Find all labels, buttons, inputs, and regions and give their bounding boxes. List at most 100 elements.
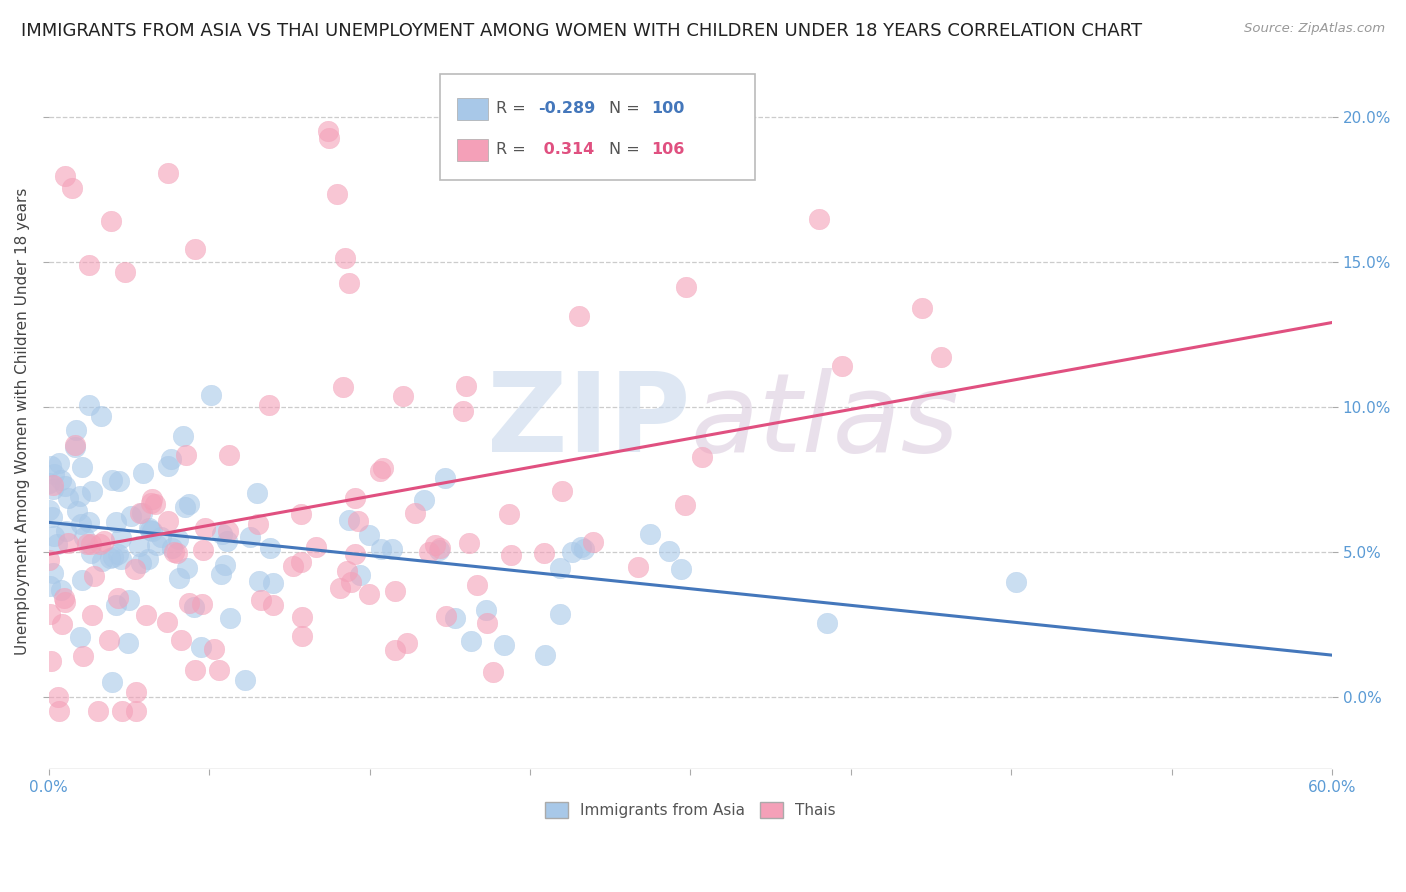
Point <box>247 574 270 589</box>
Point <box>214 558 236 572</box>
Text: ZIP: ZIP <box>486 368 690 475</box>
Point <box>370 542 392 557</box>
Point <box>215 533 238 548</box>
Point <box>477 615 499 630</box>
Point <box>101 549 124 564</box>
Point <box>291 610 314 624</box>
Point <box>290 555 312 569</box>
Point <box>101 675 124 690</box>
Text: -0.289: -0.289 <box>538 101 596 116</box>
Point <box>582 534 605 549</box>
Point <box>194 521 217 535</box>
Point <box>48 456 70 470</box>
Point <box>465 578 488 592</box>
Point <box>60 181 83 195</box>
Point <box>259 398 281 412</box>
Point <box>395 636 418 650</box>
Point <box>77 515 100 529</box>
Point <box>233 673 256 688</box>
Point <box>111 704 134 718</box>
Point <box>70 459 93 474</box>
Legend: Immigrants from Asia, Thais: Immigrants from Asia, Thais <box>538 797 842 824</box>
Point <box>368 464 391 478</box>
Text: Source: ZipAtlas.com: Source: ZipAtlas.com <box>1244 22 1385 36</box>
Point <box>184 242 207 256</box>
Point <box>337 513 360 527</box>
Point <box>89 537 111 551</box>
Point <box>120 508 142 523</box>
Point <box>332 380 354 394</box>
Point <box>118 592 141 607</box>
Point <box>136 552 159 566</box>
Point <box>561 545 583 559</box>
Point <box>451 404 474 418</box>
Point <box>39 579 62 593</box>
Point <box>63 440 86 454</box>
Point <box>460 634 482 648</box>
Point <box>55 524 77 538</box>
Point <box>404 506 426 520</box>
Point <box>475 602 498 616</box>
Point <box>72 649 94 664</box>
Point <box>381 541 404 556</box>
Point <box>209 567 232 582</box>
Point <box>156 514 179 528</box>
Text: 106: 106 <box>651 142 685 157</box>
Point <box>343 547 366 561</box>
Point <box>41 654 63 668</box>
Point <box>218 611 240 625</box>
Point <box>53 479 76 493</box>
Point <box>139 496 162 510</box>
Point <box>66 504 89 518</box>
Point <box>166 532 188 546</box>
Point <box>157 165 180 179</box>
Point <box>105 516 128 530</box>
Text: N =: N = <box>609 142 645 157</box>
Point <box>46 537 69 551</box>
Point <box>831 359 853 373</box>
Point <box>39 607 62 621</box>
Point <box>38 476 60 491</box>
Point <box>51 616 73 631</box>
Point <box>145 538 167 552</box>
Point <box>53 594 76 608</box>
Point <box>675 280 697 294</box>
Point <box>80 537 103 551</box>
Point <box>83 569 105 583</box>
Point <box>807 211 830 226</box>
Point <box>135 607 157 622</box>
Point <box>246 486 269 500</box>
Point <box>290 507 312 521</box>
Point <box>39 458 62 473</box>
Point <box>42 529 65 543</box>
Point <box>38 503 60 517</box>
Point <box>815 615 838 630</box>
Point <box>110 531 132 545</box>
Text: IMMIGRANTS FROM ASIA VS THAI UNEMPLOYMENT AMONG WOMEN WITH CHILDREN UNDER 18 YEA: IMMIGRANTS FROM ASIA VS THAI UNEMPLOYMEN… <box>21 22 1142 40</box>
Point <box>1004 575 1026 590</box>
Point <box>658 544 681 558</box>
Point <box>131 506 153 520</box>
Point <box>156 615 179 629</box>
Point <box>80 484 103 499</box>
Point <box>138 521 160 535</box>
Point <box>108 474 131 488</box>
Point <box>208 663 231 677</box>
Point <box>359 528 381 542</box>
Point <box>456 379 478 393</box>
Point <box>217 524 239 538</box>
Point <box>129 506 152 520</box>
Point <box>104 599 127 613</box>
Point <box>70 517 93 532</box>
Point <box>143 497 166 511</box>
Point <box>162 545 184 559</box>
Point <box>141 491 163 506</box>
Point <box>304 540 326 554</box>
Point <box>316 124 339 138</box>
Point <box>673 498 696 512</box>
Point <box>183 599 205 614</box>
Point <box>128 540 150 554</box>
Point <box>42 482 65 496</box>
Point <box>427 542 450 557</box>
Point <box>494 639 516 653</box>
